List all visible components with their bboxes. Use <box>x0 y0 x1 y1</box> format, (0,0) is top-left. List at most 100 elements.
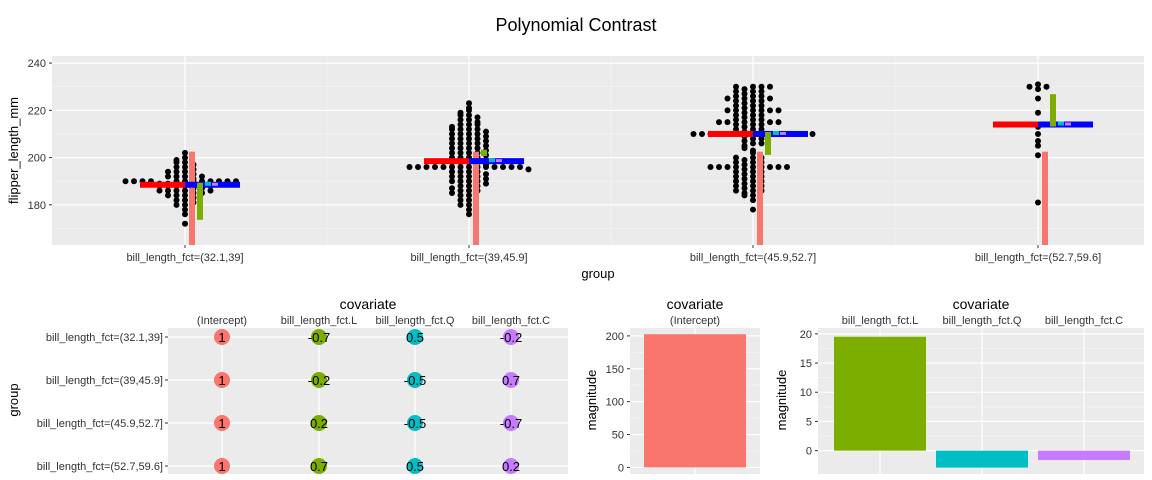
data-point <box>775 164 782 171</box>
data-point <box>466 149 472 156</box>
data-point <box>500 164 506 171</box>
column-header: bill_length_fct.Q <box>376 315 455 327</box>
data-point <box>733 187 739 194</box>
data-point <box>741 175 748 182</box>
data-point <box>466 140 472 147</box>
cubic-contrast-bar <box>212 182 218 186</box>
data-point <box>1035 199 1041 206</box>
data-point <box>750 154 756 161</box>
data-point <box>741 156 748 163</box>
data-point <box>750 173 756 180</box>
data-point <box>750 126 756 133</box>
data-point <box>483 133 489 140</box>
linear-contrast-bar <box>197 182 203 220</box>
data-point <box>173 168 180 175</box>
data-point <box>449 130 455 137</box>
y-tick-label: 0 <box>806 446 812 458</box>
data-point <box>449 149 455 156</box>
data-point <box>457 182 464 189</box>
plot-panel <box>168 328 568 474</box>
bar <box>936 450 1028 468</box>
data-point <box>750 140 756 147</box>
y-axis-title: group <box>6 383 21 416</box>
y-axis-title: magnitude <box>584 370 599 431</box>
bar <box>1038 450 1130 460</box>
data-point <box>207 187 214 194</box>
intercept-bar <box>189 151 195 245</box>
data-point <box>750 159 756 166</box>
y-tick-label: 50 <box>612 430 624 442</box>
matrix-value: 1 <box>218 416 225 431</box>
data-point <box>1035 81 1041 88</box>
data-point <box>466 112 472 119</box>
x-axis-title: covariate <box>340 296 397 312</box>
intercept-bar-panel: 0 50 100 150 200 covariate (Intercept) magnitud… <box>584 296 760 474</box>
matrix-dot <box>407 458 423 474</box>
data-point <box>483 175 489 182</box>
data-point <box>767 95 773 102</box>
matrix-dot <box>503 458 519 474</box>
data-point <box>182 201 188 208</box>
data-point <box>182 164 188 171</box>
data-point <box>724 95 731 102</box>
data-point <box>466 211 472 218</box>
data-point <box>449 145 455 152</box>
data-point <box>474 135 481 142</box>
data-point <box>182 159 188 166</box>
data-point <box>758 88 765 95</box>
data-point <box>457 135 464 142</box>
cubic-contrast-bar <box>496 159 502 163</box>
data-point <box>474 119 481 126</box>
data-point <box>474 140 481 147</box>
data-point <box>173 192 180 199</box>
data-point <box>182 154 188 161</box>
data-point <box>750 197 756 204</box>
matrix-value: -0.2 <box>500 330 522 345</box>
matrix-dot <box>503 415 519 431</box>
data-point <box>733 168 739 175</box>
data-point <box>457 201 464 208</box>
data-point <box>457 149 464 156</box>
column-header: bill_length_fct.C <box>472 315 550 327</box>
column-header: bill_length_fct.L <box>281 315 357 327</box>
data-point <box>173 156 180 163</box>
data-point <box>741 145 748 152</box>
data-point <box>758 97 765 104</box>
matrix-dot <box>503 372 519 388</box>
matrix-dot <box>407 415 423 431</box>
data-point <box>457 164 464 171</box>
data-point <box>165 173 171 180</box>
chart-title: Polynomial Contrast <box>495 15 656 35</box>
column-header: bill_length_fct.C <box>1045 315 1123 327</box>
matrix-value: 0.7 <box>310 459 328 474</box>
data-point <box>474 114 481 121</box>
data-point <box>741 171 748 178</box>
y-tick-label: 240 <box>28 58 46 70</box>
data-point <box>182 211 188 218</box>
data-point <box>741 161 748 168</box>
data-point <box>165 192 171 199</box>
column-header: (Intercept) <box>670 315 720 327</box>
y-tick-label: 150 <box>606 364 624 376</box>
data-point <box>466 197 472 204</box>
intercept-bar <box>1042 151 1048 245</box>
data-point <box>767 107 773 114</box>
data-point <box>182 197 188 204</box>
matrix-value: 0.5 <box>406 330 424 345</box>
data-point <box>466 192 472 199</box>
data-point <box>483 171 489 178</box>
data-point <box>750 107 756 114</box>
data-point <box>750 164 756 171</box>
y-tick-label: 20 <box>800 329 812 341</box>
data-point <box>733 126 739 133</box>
data-point <box>449 164 455 171</box>
data-point <box>733 178 739 185</box>
data-point <box>750 168 756 175</box>
data-point <box>449 185 455 192</box>
group-mean-bar <box>993 121 1038 128</box>
data-point <box>432 164 438 171</box>
matrix-dot <box>407 372 423 388</box>
y-tick-label: 220 <box>28 105 46 117</box>
data-point <box>724 107 731 114</box>
data-point <box>474 130 481 137</box>
